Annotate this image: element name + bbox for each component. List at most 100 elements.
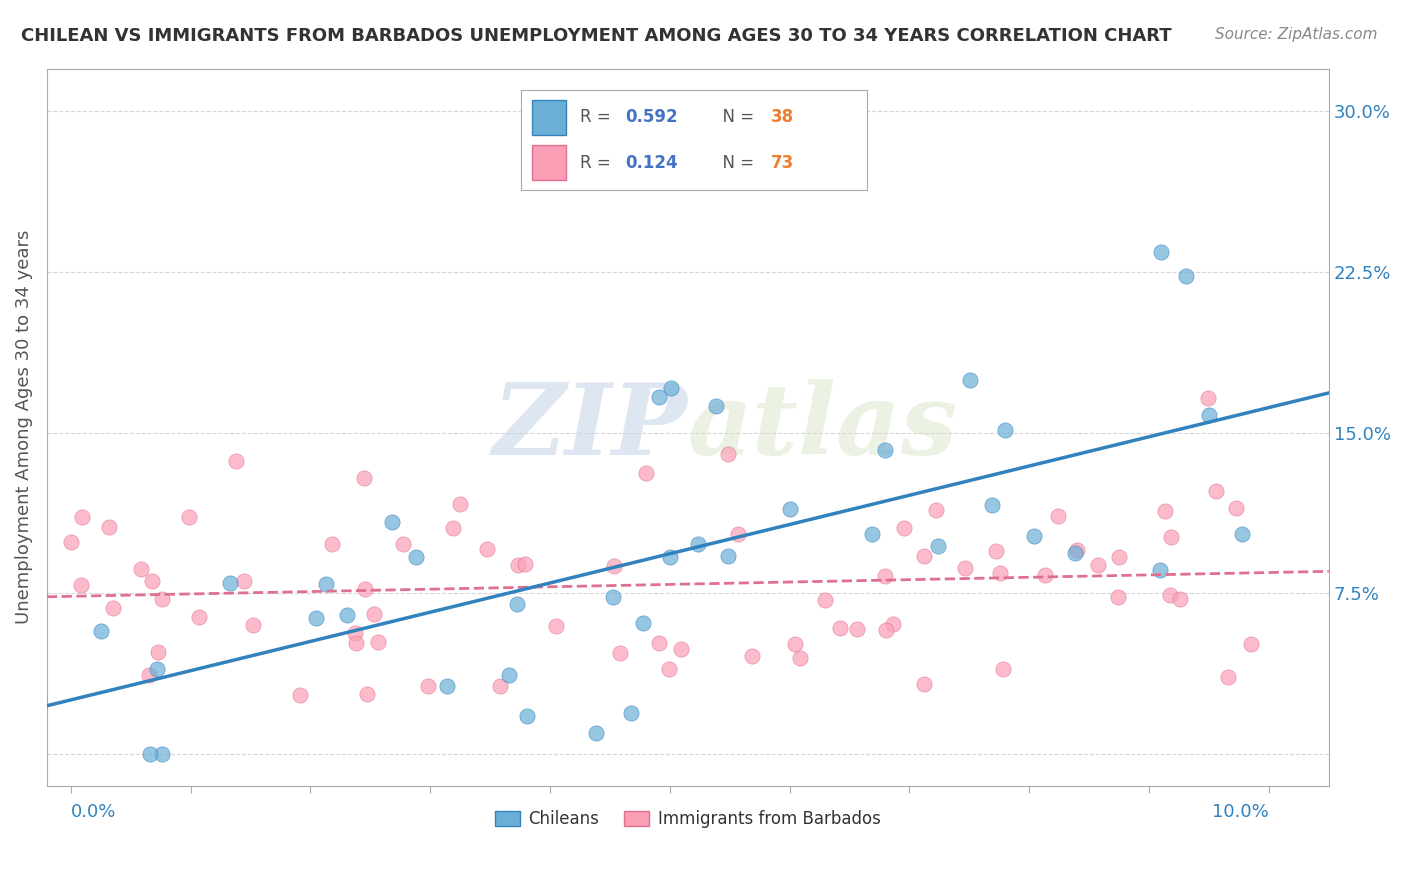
Point bbox=[146, 662, 169, 676]
Point bbox=[354, 582, 377, 597]
Point bbox=[477, 542, 499, 557]
Point bbox=[70, 578, 93, 592]
Point bbox=[634, 467, 657, 481]
Point bbox=[717, 447, 740, 461]
Point bbox=[912, 549, 935, 564]
Point bbox=[955, 561, 977, 575]
Point bbox=[686, 537, 709, 551]
Point bbox=[367, 635, 389, 649]
Point bbox=[1205, 484, 1227, 499]
Point bbox=[620, 706, 643, 720]
Point bbox=[717, 549, 740, 564]
Point bbox=[146, 645, 169, 659]
Point bbox=[150, 747, 173, 761]
Point bbox=[779, 502, 801, 516]
Point bbox=[353, 471, 375, 485]
Point bbox=[225, 453, 247, 467]
Point bbox=[925, 502, 948, 516]
Text: 10.0%: 10.0% bbox=[1212, 803, 1268, 821]
Point bbox=[344, 635, 367, 649]
Point bbox=[506, 597, 529, 611]
Point bbox=[1175, 268, 1198, 283]
Point bbox=[669, 642, 692, 657]
Point bbox=[741, 648, 763, 663]
Point bbox=[659, 381, 682, 395]
Point bbox=[363, 607, 385, 621]
Point bbox=[631, 615, 654, 630]
Point bbox=[187, 609, 209, 624]
Point bbox=[986, 543, 1008, 558]
Point bbox=[875, 568, 897, 582]
Point bbox=[648, 390, 671, 404]
Point bbox=[391, 536, 413, 550]
Point bbox=[647, 636, 669, 650]
Text: 0.0%: 0.0% bbox=[70, 803, 117, 821]
Point bbox=[1168, 592, 1191, 607]
Point bbox=[912, 677, 935, 691]
Point bbox=[139, 747, 162, 761]
Text: atlas: atlas bbox=[688, 379, 957, 475]
Point bbox=[602, 591, 624, 605]
Point bbox=[1154, 504, 1177, 518]
Point bbox=[860, 526, 883, 541]
Point bbox=[443, 521, 465, 535]
Point bbox=[1108, 550, 1130, 565]
Point bbox=[814, 593, 837, 607]
Point bbox=[315, 577, 337, 591]
Point bbox=[356, 687, 378, 701]
Point bbox=[288, 689, 311, 703]
Point bbox=[991, 662, 1014, 676]
Point bbox=[727, 527, 749, 541]
Point bbox=[101, 601, 124, 615]
Point bbox=[449, 497, 471, 511]
Point bbox=[506, 558, 529, 573]
Point bbox=[336, 607, 359, 622]
Point bbox=[179, 510, 201, 524]
Point bbox=[233, 574, 256, 589]
Point bbox=[988, 566, 1011, 580]
Y-axis label: Unemployment Among Ages 30 to 34 years: Unemployment Among Ages 30 to 34 years bbox=[15, 230, 32, 624]
Point bbox=[1107, 591, 1129, 605]
Point bbox=[1216, 670, 1239, 684]
Point bbox=[98, 519, 121, 533]
Point bbox=[1240, 637, 1263, 651]
Point bbox=[129, 561, 152, 575]
Point bbox=[959, 373, 981, 387]
Point bbox=[418, 679, 440, 693]
Point bbox=[498, 668, 520, 682]
Point bbox=[381, 515, 404, 529]
Point bbox=[489, 679, 512, 693]
Point bbox=[1063, 546, 1085, 560]
Legend: Chileans, Immigrants from Barbados: Chileans, Immigrants from Barbados bbox=[488, 804, 887, 835]
Text: CHILEAN VS IMMIGRANTS FROM BARBADOS UNEMPLOYMENT AMONG AGES 30 TO 34 YEARS CORRE: CHILEAN VS IMMIGRANTS FROM BARBADOS UNEM… bbox=[21, 27, 1171, 45]
Point bbox=[704, 399, 727, 413]
Point bbox=[59, 535, 82, 549]
Point bbox=[219, 575, 242, 590]
Point bbox=[980, 498, 1002, 512]
Point bbox=[436, 679, 458, 693]
Point bbox=[785, 637, 807, 651]
Point bbox=[1149, 245, 1171, 260]
Point bbox=[1047, 508, 1070, 523]
Point bbox=[1225, 501, 1247, 516]
Point bbox=[242, 617, 264, 632]
Point bbox=[994, 423, 1017, 437]
Point bbox=[138, 668, 160, 682]
Point bbox=[1066, 543, 1088, 558]
Point bbox=[882, 617, 904, 632]
Point bbox=[515, 557, 537, 571]
Point bbox=[603, 559, 626, 574]
Point bbox=[344, 626, 367, 640]
Point bbox=[927, 539, 949, 553]
Text: Source: ZipAtlas.com: Source: ZipAtlas.com bbox=[1215, 27, 1378, 42]
Point bbox=[546, 619, 568, 633]
Text: ZIP: ZIP bbox=[494, 379, 688, 475]
Point bbox=[893, 520, 915, 534]
Point bbox=[658, 549, 681, 564]
Point bbox=[828, 621, 851, 635]
Point bbox=[1197, 392, 1219, 406]
Point bbox=[1149, 563, 1171, 577]
Point bbox=[1159, 588, 1181, 602]
Point bbox=[305, 611, 328, 625]
Point bbox=[516, 709, 538, 723]
